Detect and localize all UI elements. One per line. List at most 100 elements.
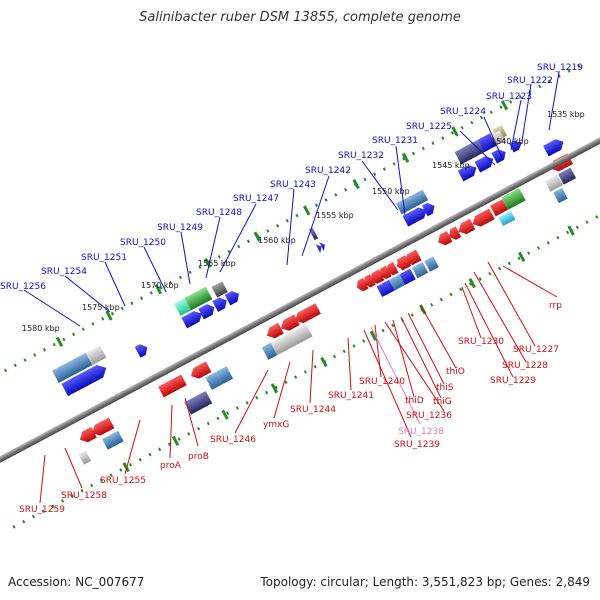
gene-block	[553, 187, 568, 204]
gene-arrow	[315, 244, 322, 253]
gene-block	[205, 371, 223, 390]
gene-block	[261, 342, 278, 360]
gene-block	[396, 255, 411, 271]
gene-arrow	[79, 426, 97, 443]
gene-arrow	[295, 303, 321, 324]
kbp-label: 1545 kbp	[432, 161, 470, 170]
gene-label-reverse: proA	[160, 461, 182, 471]
kbp-label: 1575 kbp	[82, 303, 120, 312]
gene-block	[376, 279, 395, 298]
gene-label-reverse: SRU_1244	[290, 405, 336, 415]
gene-block	[411, 262, 429, 279]
pseudo-leader	[370, 326, 421, 425]
reverse-leaders	[39, 261, 558, 504]
gene-arrow	[404, 249, 422, 265]
reverse-genes[interactable]	[61, 153, 592, 470]
gene-arrow	[402, 207, 427, 227]
gene-arrow	[438, 231, 453, 246]
gene-label-reverse: SRU_1255	[100, 476, 146, 486]
genome-summary: Topology: circular; Length: 3,551,823 bp…	[260, 575, 590, 589]
forward-genes[interactable]	[49, 103, 566, 410]
gene-label-reverse: SRU_1259	[19, 505, 65, 515]
gene-label-reverse: SRU_1246	[210, 435, 256, 445]
outer-tick-line	[0, 62, 583, 404]
gene-arrow	[61, 365, 107, 397]
kbp-labels: 1535 kbp 1540 kbp 1545 kbp 1550 kbp 1555…	[22, 110, 585, 333]
forward-gene-labels[interactable]: SRU_1219 SRU_1222 SRU_1223 SRU_1224 SRU_…	[0, 63, 583, 292]
map-title: Salinibacter ruber DSM 13855, complete g…	[139, 10, 461, 25]
gene-block	[501, 188, 526, 210]
gene-label-reverse: SRU_1240	[359, 377, 405, 387]
gene-arrow	[356, 277, 369, 292]
gene-arrow	[281, 314, 300, 331]
gene-label-reverse: thiO	[446, 367, 465, 377]
gene-arrow	[422, 202, 435, 217]
gene-arrow	[181, 311, 202, 329]
gene-arrow	[458, 218, 476, 235]
gene-label-forward: SRU_1248	[196, 208, 242, 218]
gene-block	[52, 352, 93, 383]
gene-label-reverse: ymxG	[263, 420, 289, 430]
gene-label-forward: SRU_1243	[270, 180, 316, 190]
track-group	[0, 62, 600, 529]
gene-label-reverse: SRU_1227	[513, 345, 559, 355]
gene-label-forward: SRU_1242	[305, 166, 351, 176]
kbp-label: 1580 kbp	[22, 324, 60, 333]
gene-label-forward: SRU_1223	[486, 92, 532, 102]
gene-arrow	[364, 274, 376, 288]
gene-label-reverse: thiD	[405, 396, 424, 406]
gene-arrow	[319, 242, 326, 252]
gene-arrow	[474, 156, 494, 173]
gene-label-forward: SRU_1224	[440, 107, 486, 117]
gene-label-reverse: proB	[188, 452, 209, 462]
gene-arrow	[224, 290, 240, 306]
gene-label-forward: SRU_1250	[120, 238, 166, 248]
gene-arrow	[370, 269, 385, 284]
gene-label-forward: SRU_1254	[41, 267, 87, 277]
gene-block	[215, 366, 234, 385]
gene-block	[308, 227, 319, 241]
gene-arrow	[92, 417, 115, 436]
gene-label-forward: SRU_1247	[233, 194, 279, 204]
kbp-ticks	[55, 100, 575, 473]
kbp-label: 1540 kbp	[491, 137, 529, 146]
reverse-gene-labels[interactable]: rrp SRU_1227 SRU_1228 SRU_1229 SRU_1230 …	[19, 301, 562, 515]
gene-arrow	[472, 208, 495, 227]
gene-label-reverse: rrp	[549, 301, 562, 311]
gene-block	[270, 324, 313, 356]
kbp-label: 1535 kbp	[547, 110, 585, 119]
kbp-label: 1555 kbp	[316, 211, 354, 220]
gene-block	[399, 268, 416, 285]
gene-arrow	[198, 304, 215, 320]
gene-label-forward: SRU_1222	[507, 76, 553, 86]
gene-arrow	[190, 361, 212, 379]
gene-label-reverse: SRU_1229	[490, 376, 536, 386]
gene-block	[102, 430, 124, 450]
kbp-label: 1570 kbp	[141, 281, 179, 290]
gene-block	[158, 380, 177, 398]
gene-block	[211, 281, 228, 298]
gene-block	[173, 297, 192, 316]
gene-block	[184, 390, 213, 415]
gene-block	[490, 199, 508, 217]
gene-block	[184, 286, 213, 311]
gene-label-forward: SRU_1232	[338, 151, 384, 161]
genome-backbone	[0, 128, 600, 472]
gene-label-forward: SRU_1251	[81, 253, 127, 263]
gene-label-reverse: SRU_1228	[502, 361, 548, 371]
kbp-label: 1550 kbp	[372, 187, 410, 196]
gene-label-forward: SRU_1256	[0, 282, 46, 292]
gene-label-reverse: SRU_1236	[406, 411, 452, 421]
gene-label-pseudo[interactable]: SRU_1238	[398, 427, 444, 437]
gene-arrow	[543, 139, 564, 157]
gene-label-forward: SRU_1225	[406, 122, 452, 132]
gene-block	[424, 256, 439, 272]
gene-arrow	[491, 149, 506, 164]
gene-label-reverse: thiS	[436, 383, 454, 393]
gene-label-reverse: SRU_1230	[458, 337, 504, 347]
gene-label-forward: SRU_1249	[157, 223, 203, 233]
gene-block	[477, 133, 497, 153]
gene-arrow	[134, 344, 148, 358]
gene-block	[85, 345, 107, 366]
